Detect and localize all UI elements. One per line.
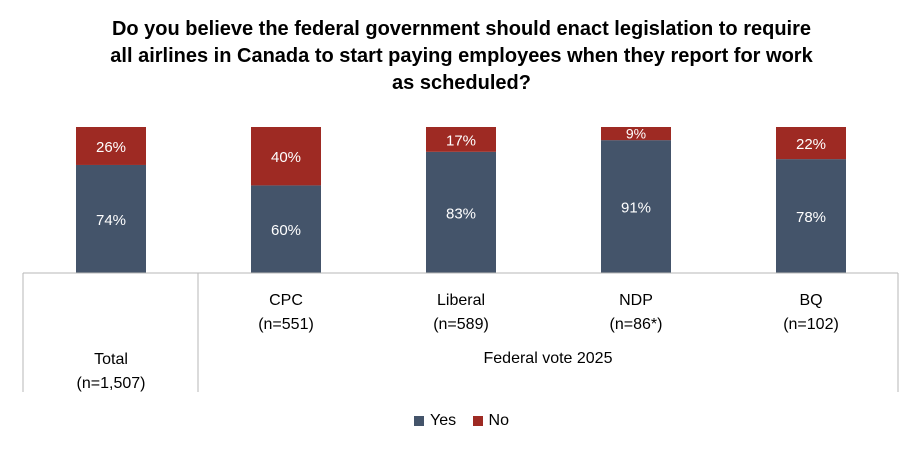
bar-no	[76, 127, 146, 165]
category-sample-size: (n=102)	[783, 316, 839, 333]
data-label-yes: 60%	[271, 222, 301, 239]
chart-title-line: Do you believe the federal government sh…	[111, 18, 812, 40]
bars-layer: 74% 26% 60% 40% 83% 17% 91% 9% 78% 22%	[76, 126, 846, 273]
data-label-yes: 91%	[621, 200, 651, 217]
legend-label-yes: Yes	[429, 412, 457, 429]
legend-swatch-yes	[413, 416, 424, 426]
legend-swatch-no	[472, 416, 483, 426]
category-label: BQ	[799, 292, 822, 309]
data-label-yes: 83%	[446, 205, 476, 222]
category-sample-size: (n=589)	[433, 316, 489, 333]
bar-no	[776, 127, 846, 160]
bar-yes	[776, 159, 846, 273]
data-label-no: 22%	[796, 136, 826, 153]
category-label: CPC	[269, 292, 303, 309]
data-label-yes: 78%	[796, 209, 826, 226]
legend: Yes No	[0, 411, 923, 432]
data-label-yes: 74%	[96, 212, 126, 229]
data-label-no: 9%	[626, 126, 646, 142]
category-label: NDP	[619, 292, 653, 309]
legend-item-yes: Yes	[413, 411, 457, 431]
chart-title-line: all airlines in Canada to start paying e…	[110, 45, 813, 67]
chart-title-line: as scheduled?	[392, 72, 531, 94]
category-sample-size: (n=86*)	[610, 316, 663, 333]
data-label-no: 17%	[446, 132, 476, 149]
category-table-lines	[22, 272, 899, 392]
bar-yes	[251, 185, 321, 273]
legend-item-no: No	[472, 411, 509, 431]
chart-title: Do you believe the federal government sh…	[40, 16, 883, 97]
total-sample-size: (n=1,507)	[77, 375, 146, 392]
data-label-no: 26%	[96, 139, 126, 156]
category-table-text: CPC (n=551) Liberal (n=589) NDP (n=86*) BQ (n=1…	[77, 292, 839, 392]
bar-yes	[601, 140, 671, 273]
bar-no	[251, 127, 321, 186]
bar-yes	[76, 164, 146, 273]
group-label: Federal vote 2025	[484, 350, 613, 367]
legend-label-no: No	[488, 412, 509, 429]
bar-no	[601, 127, 671, 141]
bar-no	[426, 127, 496, 152]
category-sample-size: (n=551)	[258, 316, 314, 333]
data-label-no: 40%	[271, 149, 301, 166]
category-label: Liberal	[437, 292, 485, 309]
total-label: Total	[94, 351, 128, 368]
bar-yes	[426, 151, 496, 273]
